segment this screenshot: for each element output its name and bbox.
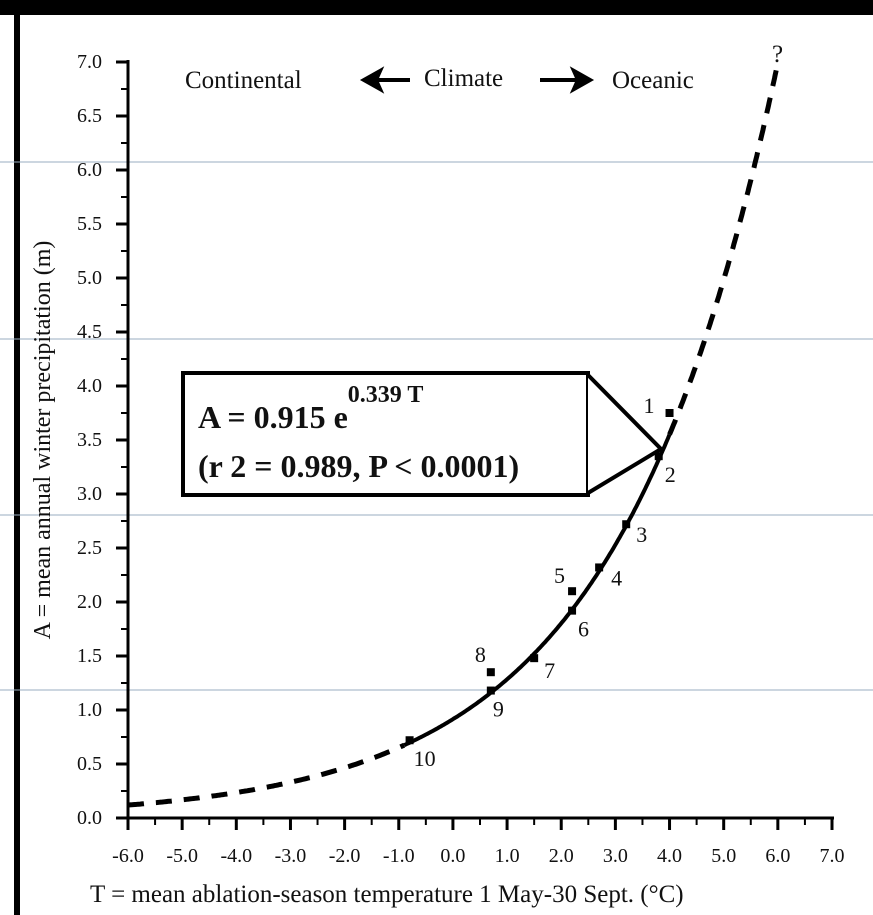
y-tick-label: 3.5 [77, 429, 102, 451]
y-axis-label: A = mean annual winter precipitation (m) [30, 241, 56, 640]
y-tick-label: 5.0 [77, 267, 102, 289]
y-tick-label: 2.5 [77, 537, 102, 559]
x-tick-label: -3.0 [275, 845, 307, 867]
data-point [530, 654, 539, 663]
climate-left-label: Continental [185, 67, 302, 94]
x-axis-ticks: -6.0 -5.0 -4.0 -3.0 -2.0 -1.0 0.0 1.0 2.0 3.0 4.0 5… [112, 818, 845, 867]
curve-end-mark: ? [772, 41, 783, 68]
data-point [595, 563, 604, 572]
data-point [622, 520, 631, 529]
y-tick-label: 6.5 [77, 105, 102, 127]
y-axis-ticks: 0.0 0.5 1.0 1.5 2.0 2.5 3.0 3.5 4.0 4.5 5.0 5.5 6.0 6… [77, 51, 128, 829]
frame-left [14, 0, 20, 915]
x-tick-label: 3.0 [603, 845, 628, 867]
data-point-label: 4 [611, 565, 622, 590]
data-point [665, 409, 674, 417]
y-tick-label: 5.5 [77, 213, 102, 235]
data-point-label: 8 [475, 642, 486, 667]
x-tick-label: 2.0 [549, 845, 574, 867]
x-tick-label: 6.0 [765, 845, 790, 867]
equation-box [181, 371, 590, 497]
equation-callout: A = 0.915 e0.339 T (r 2 = 0.989, P < 0.0… [181, 371, 665, 497]
x-tick-label: 7.0 [820, 845, 845, 867]
equation-stats: (r 2 = 0.989, P < 0.0001) [198, 448, 519, 484]
x-tick-label: 4.0 [657, 845, 682, 867]
y-tick-label: 6.0 [77, 159, 102, 181]
y-tick-label: 4.5 [77, 321, 102, 343]
x-tick-label: -2.0 [329, 845, 361, 867]
y-tick-label: 1.0 [77, 699, 102, 721]
right-arrow-icon [540, 66, 595, 94]
x-tick-label: 5.0 [711, 845, 736, 867]
data-point-label: 6 [578, 617, 589, 642]
data-point-label: 7 [544, 658, 555, 683]
data-points: 1 2 34 5 67 8 9 10 [405, 393, 676, 771]
x-tick-label: 1.0 [495, 845, 520, 867]
y-tick-label: 7.0 [77, 51, 102, 73]
data-point-label: 3 [636, 522, 647, 547]
data-point-label: 5 [554, 563, 565, 588]
fit-curve-dashed-high [667, 62, 781, 436]
y-tick-label: 2.0 [77, 591, 102, 613]
x-tick-label: -5.0 [166, 845, 198, 867]
x-axis-label: T = mean ablation-season temperature 1 M… [90, 881, 684, 908]
data-point [568, 606, 577, 615]
x-tick-label: -1.0 [383, 845, 415, 867]
data-point-label: 10 [414, 746, 436, 771]
equation-pointer [586, 373, 665, 495]
y-tick-label: 4.0 [77, 375, 102, 397]
climate-annotation: Continental Climate Oceanic [185, 65, 694, 94]
y-tick-label: 1.5 [77, 645, 102, 667]
data-point [654, 452, 663, 461]
data-point [486, 686, 495, 695]
climate-right-label: Oceanic [612, 67, 694, 94]
data-point [568, 587, 577, 596]
data-point [486, 668, 495, 677]
data-point-label: 9 [493, 697, 504, 722]
data-point-label: 1 [644, 393, 655, 418]
data-point [405, 736, 414, 745]
x-tick-label: -4.0 [220, 845, 252, 867]
frame-top [0, 0, 873, 15]
y-tick-label: 3.0 [77, 483, 102, 505]
fit-curve-dashed-low [127, 742, 406, 808]
data-point-label: 2 [665, 462, 676, 487]
climate-center-label: Climate [424, 65, 503, 92]
x-tick-label: 0.0 [440, 845, 465, 867]
x-tick-label: -6.0 [112, 845, 144, 867]
y-tick-label: 0.5 [77, 753, 102, 775]
left-arrow-icon [359, 66, 410, 94]
y-tick-label: 0.0 [77, 807, 102, 829]
equation-main: A = 0.915 e0.339 T [198, 382, 423, 435]
